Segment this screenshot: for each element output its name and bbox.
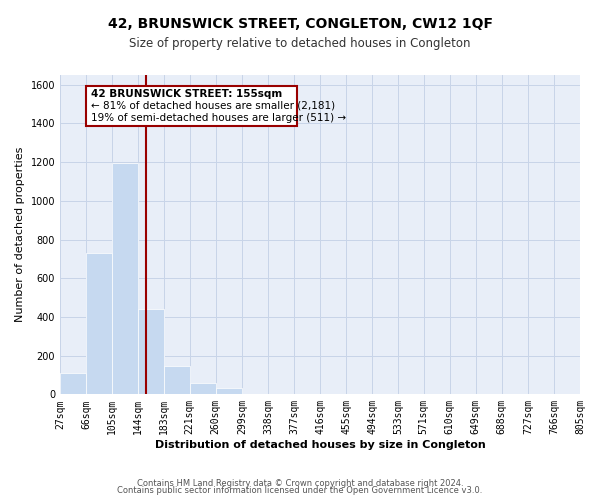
X-axis label: Distribution of detached houses by size in Congleton: Distribution of detached houses by size … bbox=[155, 440, 485, 450]
Bar bbox=[60, 373, 86, 394]
Bar bbox=[164, 366, 190, 394]
Text: 19% of semi-detached houses are larger (511) →: 19% of semi-detached houses are larger (… bbox=[91, 112, 347, 122]
Text: ← 81% of detached houses are smaller (2,181): ← 81% of detached houses are smaller (2,… bbox=[91, 100, 335, 110]
Y-axis label: Number of detached properties: Number of detached properties bbox=[15, 147, 25, 322]
Bar bbox=[216, 388, 242, 394]
Bar bbox=[112, 163, 138, 394]
Bar bbox=[138, 309, 164, 394]
Bar bbox=[86, 253, 112, 394]
FancyBboxPatch shape bbox=[86, 86, 296, 126]
Text: 42 BRUNSWICK STREET: 155sqm: 42 BRUNSWICK STREET: 155sqm bbox=[91, 88, 283, 99]
Text: Contains HM Land Registry data © Crown copyright and database right 2024.: Contains HM Land Registry data © Crown c… bbox=[137, 478, 463, 488]
Text: Size of property relative to detached houses in Congleton: Size of property relative to detached ho… bbox=[129, 38, 471, 51]
Text: 42, BRUNSWICK STREET, CONGLETON, CW12 1QF: 42, BRUNSWICK STREET, CONGLETON, CW12 1Q… bbox=[107, 18, 493, 32]
Bar bbox=[190, 382, 216, 394]
Text: Contains public sector information licensed under the Open Government Licence v3: Contains public sector information licen… bbox=[118, 486, 482, 495]
